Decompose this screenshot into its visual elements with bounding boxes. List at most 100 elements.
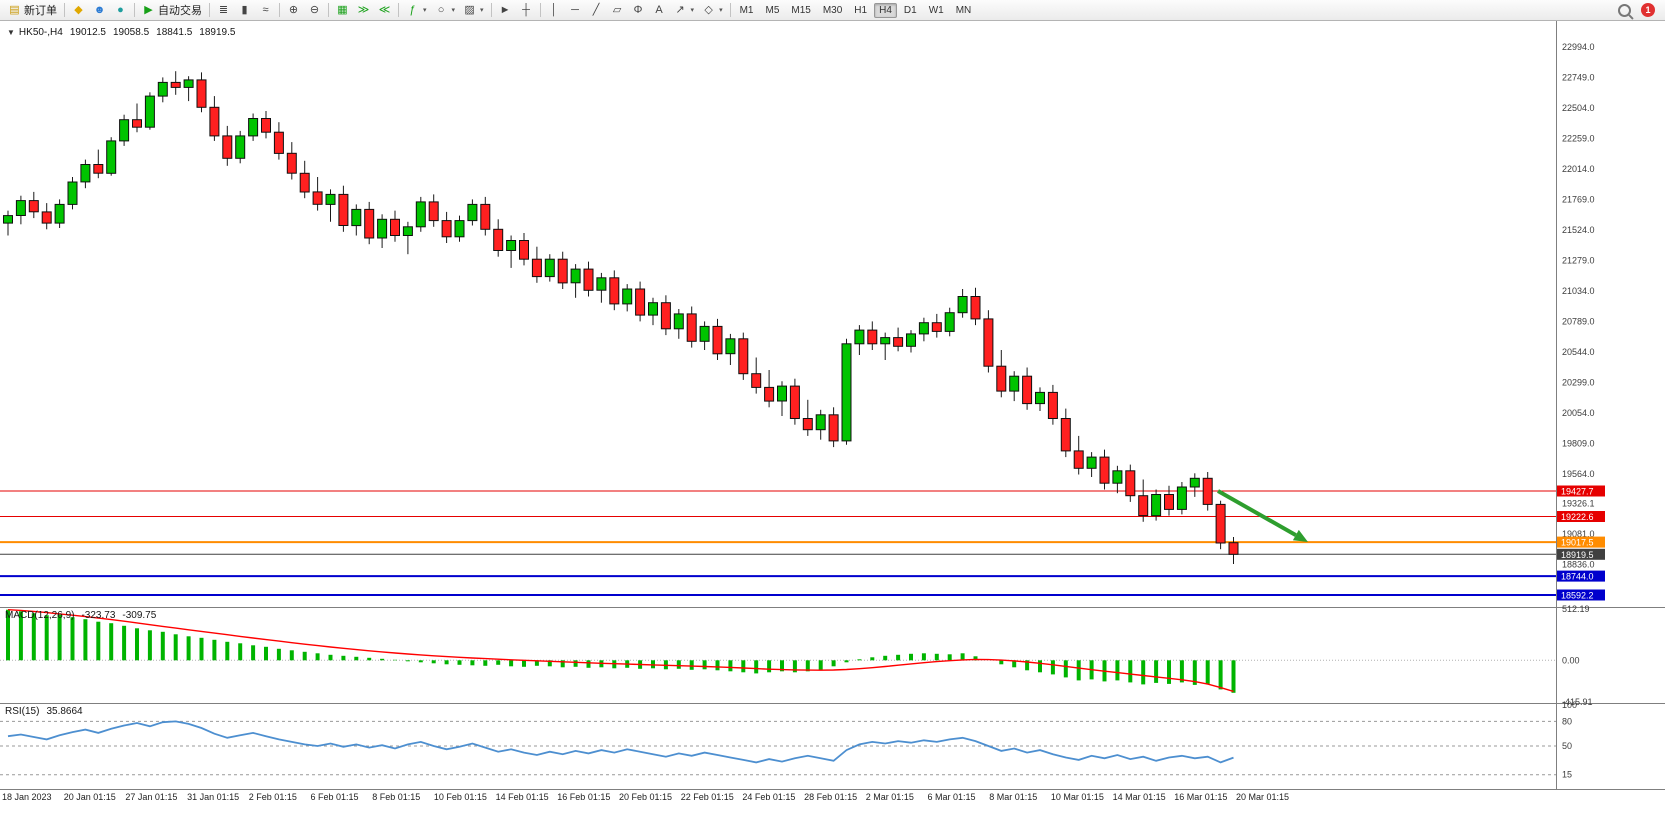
search-icon[interactable] [1618, 3, 1631, 17]
periods-button[interactable]: ○ ▾ [431, 0, 460, 20]
line-chart-icon: ≈ [262, 3, 269, 16]
shapes-button[interactable]: ◇ ▾ [698, 0, 727, 20]
top-toolbar: ▤ 新订单 ◆ ☻ ● ▶ 自动交易 ≣ ▮ ≈ ⊕ ⊖ ▦ ≫ ≪ ƒ ▾ ○ ▾ ▨ ▾ ► ┼ │ ─ ╱ ▱ Φ A ↗ ▾ ◇ ▾ M1… [0, 0, 1665, 21]
price-tag-18919.5 [1557, 548, 1605, 560]
text-button[interactable]: A [649, 0, 670, 20]
svg-text:20789.0: 20789.0 [1562, 317, 1595, 327]
svg-text:27 Jan 01:15: 27 Jan 01:15 [125, 792, 177, 802]
candlestick-chart-button[interactable]: ▮ [234, 0, 255, 20]
svg-text:100: 100 [1562, 700, 1577, 710]
horizontal-line-button[interactable]: ─ [565, 0, 586, 20]
caret-icon: ▾ [690, 7, 695, 14]
svg-text:14 Feb 01:15: 14 Feb 01:15 [496, 792, 549, 802]
zoom-in-button[interactable]: ⊕ [283, 0, 304, 20]
svg-text:20 Jan 01:15: 20 Jan 01:15 [64, 792, 116, 802]
market-watch-button[interactable]: ◆ [68, 0, 89, 20]
terminal-icon: ● [117, 3, 124, 16]
svg-text:22994.0: 22994.0 [1562, 42, 1595, 52]
channel-button[interactable]: ▱ [607, 0, 628, 20]
svg-text:6 Feb 01:15: 6 Feb 01:15 [311, 792, 359, 802]
toolbar-separator [539, 3, 541, 17]
vertical-line-button[interactable]: │ [544, 0, 565, 20]
svg-text:10 Mar 01:15: 10 Mar 01:15 [1051, 792, 1104, 802]
timeframe-d1[interactable]: D1 [903, 4, 917, 16]
svg-text:19427.7: 19427.7 [1561, 487, 1594, 497]
svg-text:21769.0: 21769.0 [1562, 195, 1595, 205]
autotrading-button-label: 自动交易 [158, 5, 202, 17]
caret-icon: ▾ [719, 7, 723, 14]
svg-text:-415.91: -415.91 [1562, 697, 1593, 707]
autotrading-button[interactable]: ▶ 自动交易 [138, 0, 206, 20]
trendline-button[interactable]: ╱ [586, 0, 607, 20]
toolbar-separator [398, 3, 399, 17]
new-order-button[interactable]: ▤ 新订单 [4, 0, 61, 20]
svg-text:24 Feb 01:15: 24 Feb 01:15 [742, 792, 795, 802]
svg-text:16 Mar 01:15: 16 Mar 01:15 [1174, 792, 1227, 802]
notification-badge[interactable]: 1 [1641, 3, 1655, 17]
templates-icon: ▨ [464, 3, 475, 16]
rsi-line [7, 720, 1234, 764]
price-tag-19222.6 [1557, 511, 1605, 522]
bar-chart-button[interactable]: ≣ [213, 0, 234, 20]
caret-icon: ▾ [480, 7, 484, 14]
caret-icon: ▾ [451, 7, 456, 14]
terminal-button[interactable]: ● [110, 0, 131, 20]
price-tag-19017.5 [1557, 536, 1605, 548]
tile-windows-button[interactable]: ▦ [332, 0, 353, 20]
timeframe-mn[interactable]: MN [955, 4, 972, 16]
toolbar-separator [134, 3, 135, 17]
indicators-icon: ƒ [409, 3, 416, 16]
trend-arrow-annotation[interactable] [1217, 489, 1308, 542]
timeframe-h1[interactable]: H1 [854, 4, 868, 16]
timeframe-m1[interactable]: M1 [739, 4, 754, 16]
timeframe-h4[interactable]: H4 [874, 2, 897, 18]
svg-text:19081.0: 19081.0 [1562, 529, 1595, 539]
price-tag-18744.0 [1557, 570, 1605, 582]
svg-text:31 Jan 01:15: 31 Jan 01:15 [187, 792, 239, 802]
new-order-button-label: 新订单 [24, 5, 57, 17]
timeframe-w1[interactable]: W1 [928, 4, 944, 16]
chart-shift-icon: ≪ [378, 3, 391, 16]
toolbar-separator [209, 3, 210, 17]
chart-plot-area[interactable]: 22994.0 22749.0 22504.0 22259.0 22014.0 21769… [0, 21, 1665, 803]
collapse-arrow-icon[interactable]: ▼ [7, 28, 15, 37]
horizontal-lines[interactable] [0, 490, 1556, 596]
chart-canvas[interactable]: 22994.0 22749.0 22504.0 22259.0 22014.0 21769… [0, 21, 1665, 803]
svg-text:16 Feb 01:15: 16 Feb 01:15 [557, 792, 610, 802]
arrows-button[interactable]: ↗ ▾ [670, 0, 699, 20]
timeframe-m15[interactable]: M15 [791, 4, 811, 16]
indicators-button[interactable]: ƒ ▾ [402, 0, 431, 20]
timeframe-m5[interactable]: M5 [765, 4, 780, 16]
price-axis[interactable]: 22994.0 22749.0 22504.0 22259.0 22014.0 21769… [1557, 42, 1605, 780]
chart-shift-button[interactable]: ≪ [374, 0, 395, 20]
caret-icon: ▾ [423, 7, 427, 14]
timeframe-m30[interactable]: M30 [822, 4, 843, 16]
chart-background [0, 21, 1665, 803]
time-axis[interactable]: 18 Jan 2023 20 Jan 01:15 27 Jan 01:15 31 Ja… [2, 792, 1289, 802]
candlestick-chart-icon: ▮ [241, 3, 248, 16]
auto-scroll-button[interactable]: ≫ [353, 0, 374, 20]
horizontal-line-icon: ─ [571, 3, 579, 16]
svg-text:22259.0: 22259.0 [1562, 134, 1595, 144]
cursor-button[interactable]: ► [495, 0, 516, 20]
line-chart-button[interactable]: ≈ [255, 0, 276, 20]
navigator-button[interactable]: ☻ [89, 0, 110, 20]
text-icon: A [655, 3, 663, 16]
svg-text:19326.1: 19326.1 [1562, 499, 1595, 509]
svg-text:15: 15 [1562, 770, 1572, 780]
chart-window[interactable]: ▼ HK50-,H4 19012.5 19058.5 18841.5 18919… [0, 21, 1665, 803]
fibonacci-button[interactable]: Φ [628, 0, 649, 20]
rsi-panel [0, 720, 1556, 776]
macd-signal-line [7, 609, 1234, 693]
auto-scroll-icon: ≫ [357, 3, 370, 16]
svg-text:20299.0: 20299.0 [1562, 378, 1595, 388]
zoom-out-button[interactable]: ⊖ [304, 0, 325, 20]
svg-text:19222.6: 19222.6 [1561, 512, 1594, 522]
crosshair-button[interactable]: ┼ [516, 0, 537, 20]
vertical-line-icon: │ [550, 3, 558, 16]
fibonacci-icon: Φ [633, 3, 643, 16]
price-tag-18592.2 [1557, 589, 1605, 601]
templates-button[interactable]: ▨ ▾ [459, 0, 488, 20]
svg-text:8 Feb 01:15: 8 Feb 01:15 [372, 792, 420, 802]
candlestick-series [3, 71, 1239, 564]
